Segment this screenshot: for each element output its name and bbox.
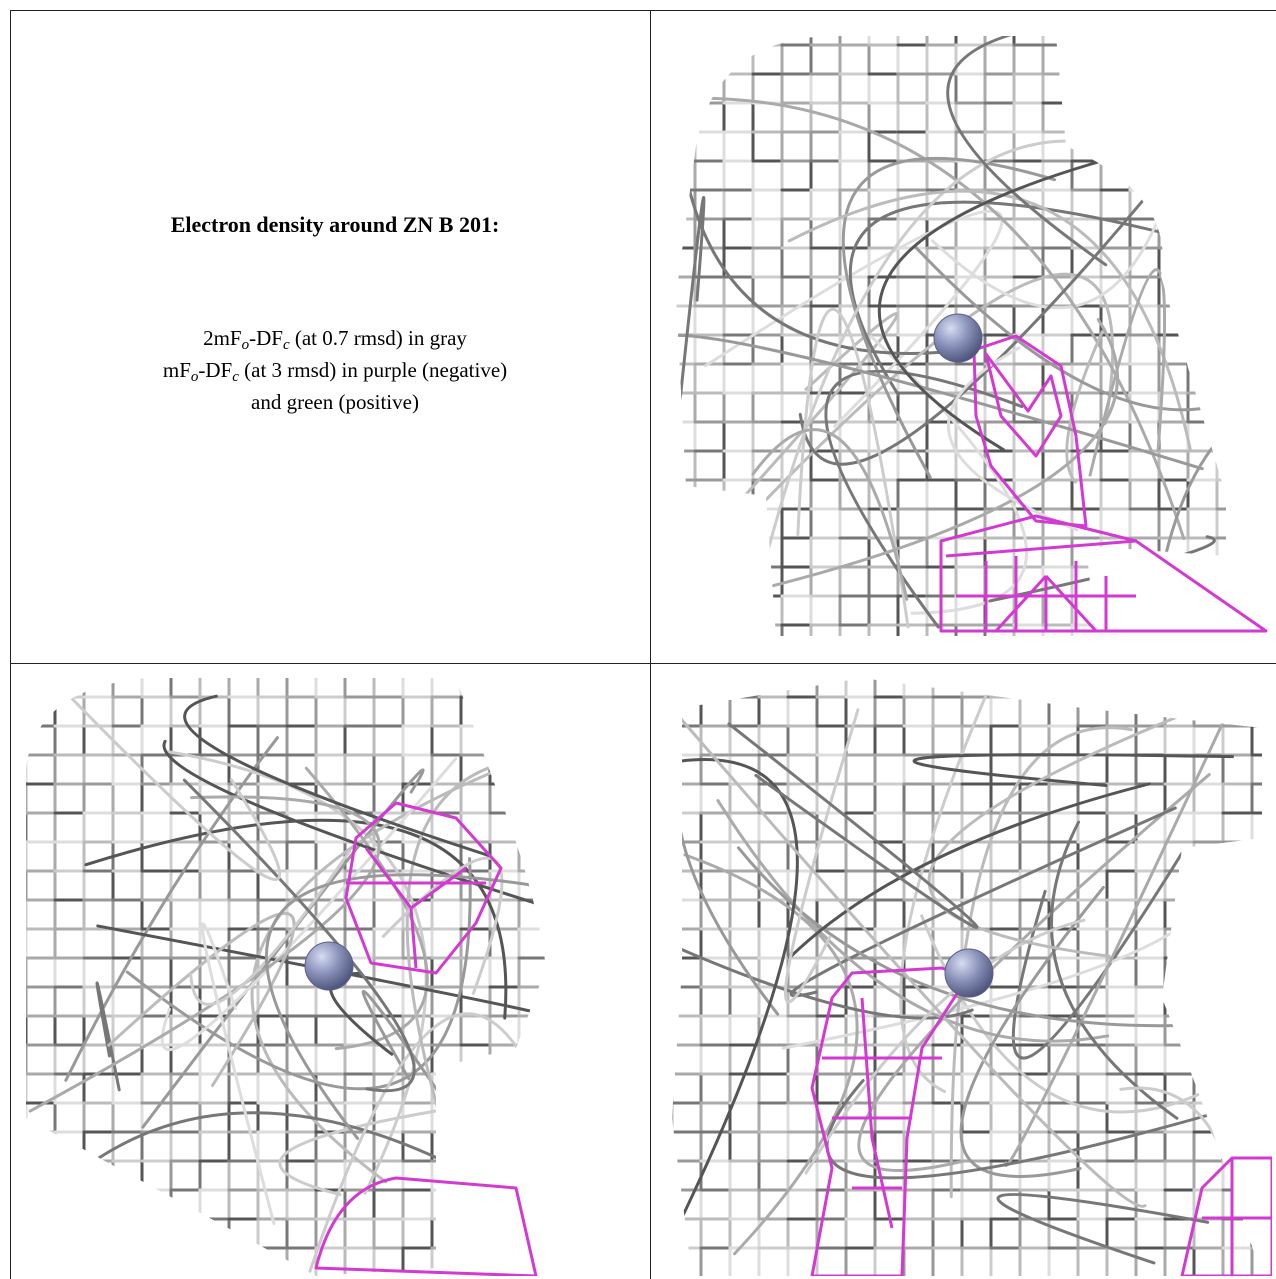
mesh-curve [361,989,539,1240]
mesh-curve [763,139,1105,565]
mesh-curve [308,1012,546,1273]
border-left [10,10,11,1279]
panel-title: Electron density around ZN B 201: [170,212,500,237]
negative-density [939,514,1268,633]
negative-density [346,847,486,969]
mesh-curve [913,245,1215,412]
mesh-curve [250,721,546,1184]
border-top [10,10,1276,11]
negative-density [822,997,942,1229]
zinc-atom [933,313,983,363]
mesh-curve [64,736,279,1082]
subscript: c [282,337,290,353]
mesh-curve [946,36,1155,267]
negative-density [344,801,503,975]
gray-mesh [676,36,1226,636]
mesh-curve [189,849,352,1006]
zinc-atom [944,948,994,998]
mesh-curve [1088,268,1167,477]
legend-line: and green (positive) [20,386,650,418]
mesh-curve [676,333,1204,471]
mesh-curve [672,705,1147,1208]
border-middle-vertical [650,10,651,1279]
mesh-curve [107,911,296,1088]
mesh-curve [899,682,993,1093]
zinc-atom [304,941,354,991]
text: -DF [198,358,233,382]
mesh-curve [727,722,979,929]
mesh-curve [716,799,1110,1043]
negative-density [945,539,1137,633]
difference-mesh [939,334,1268,633]
mesh-curve [183,694,492,858]
subscript: o [241,337,250,353]
mesh-curve [751,428,909,601]
mesh-curve [1119,1086,1240,1202]
legend-line: mFo-DFc (at 3 rmsd) in purple (negative) [20,354,650,386]
negative-density [972,334,1088,528]
mesh-curve [789,806,1177,998]
mesh-curve [125,857,472,1091]
mesh-curve [67,694,282,881]
mesh-curve [787,782,1151,960]
mesh-curve [676,312,899,572]
density-view [26,678,546,1276]
negative-density [1180,1156,1272,1276]
text: and green (positive) [251,390,419,414]
difference-mesh [810,966,1272,1276]
density-view [676,36,1268,636]
negative-density [314,1176,538,1276]
mesh-curve [877,141,1170,452]
mesh-curve [265,873,546,1140]
mesh-curve [672,758,799,1258]
mesh-curve [824,369,1024,629]
mesh-curve [857,773,1211,1173]
mesh-curve [683,853,859,1256]
difference-mesh [314,801,538,1276]
border-middle-horizontal [10,663,1276,664]
mesh-curve [676,196,706,430]
mesh-curve [920,914,1255,1114]
mesh-curve [927,694,1231,958]
subscript: c [232,369,239,385]
mesh-curve [783,708,860,1004]
mesh-curve [996,1193,1210,1265]
text: mF [162,358,191,382]
mesh-curve [1004,678,1246,1167]
mesh-curve [825,1078,1236,1180]
text: -DF [249,326,283,350]
mesh-curve [96,924,546,1020]
legend: 2mFo-DFc (at 0.7 rmsd) in gray mFo-DFc (… [20,322,650,418]
negative-density [984,352,1063,458]
text: (at 0.7 rmsd) in gray [289,326,467,350]
mesh-curve [686,180,967,355]
mesh-curve [848,200,1174,397]
mesh-curve [796,307,910,629]
text: (at 3 rmsd) in purple (negative) [238,358,508,382]
mesh-curve [162,739,539,906]
mesh-curve [949,726,1133,1199]
legend-line: 2mFo-DFc (at 0.7 rmsd) in gray [20,322,650,354]
mesh-curve [1050,820,1179,1120]
mesh-curve [84,818,508,1020]
negative-density [810,966,969,1276]
density-view [672,678,1272,1276]
mesh-curve [95,981,121,1092]
mesh-curve [959,885,1105,1178]
mesh-curve [1011,851,1184,1060]
text: 2mF [203,326,242,350]
mesh-curve [141,768,425,1129]
mesh-curve [736,846,1184,1028]
mesh-curve [166,750,428,1195]
mesh-curve [28,795,381,1113]
mesh-curve [182,778,416,1093]
mesh-curve [200,922,276,1226]
mesh-curve [798,75,1226,466]
mesh-curve [841,156,1057,479]
subscript: o [190,369,199,385]
mesh-curve [160,757,458,1052]
mesh-curve [676,946,974,1020]
